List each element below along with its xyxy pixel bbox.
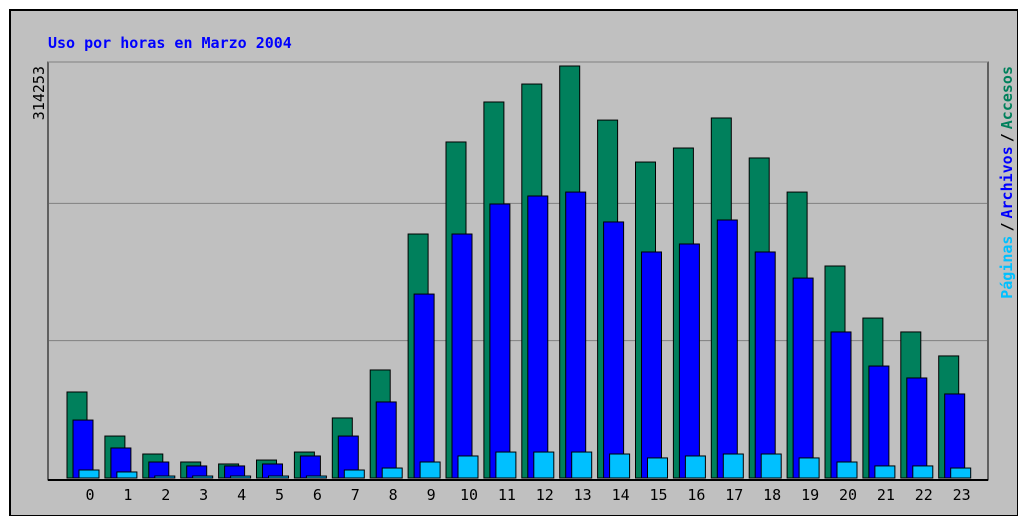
bar — [912, 465, 934, 479]
bar — [798, 457, 820, 479]
x-tick-label: 10 — [460, 486, 478, 504]
chart-title: Uso por horas en Marzo 2004 — [48, 34, 292, 52]
bar — [78, 469, 100, 479]
bar — [950, 467, 972, 479]
x-tick-label: 18 — [763, 486, 781, 504]
bar — [722, 453, 744, 479]
bar — [527, 195, 549, 479]
x-tick-label: 11 — [498, 486, 516, 504]
bar — [792, 277, 814, 479]
bar — [533, 451, 555, 479]
bar — [603, 221, 625, 479]
bar — [154, 475, 176, 479]
x-tick-label: 20 — [839, 486, 857, 504]
bar — [72, 419, 94, 479]
x-tick-label: 0 — [85, 486, 94, 504]
x-tick-label: 14 — [612, 486, 630, 504]
legend-separator: / — [998, 223, 1016, 232]
x-tick-label: 1 — [123, 486, 132, 504]
bar — [678, 243, 700, 479]
x-tick-label: 17 — [725, 486, 743, 504]
x-tick-label: 19 — [801, 486, 819, 504]
y-tick-label: 314253 — [30, 66, 48, 120]
legend-entry: Páginas — [998, 236, 1016, 299]
bar — [754, 251, 776, 479]
x-tick-label: 4 — [237, 486, 246, 504]
bar — [906, 377, 928, 479]
x-tick-label: 13 — [574, 486, 592, 504]
bar — [609, 453, 631, 479]
bar — [116, 471, 138, 479]
x-tick-label: 22 — [915, 486, 933, 504]
x-tick-label: 3 — [199, 486, 208, 504]
bar — [413, 293, 435, 479]
bar — [874, 465, 896, 479]
bar — [571, 451, 593, 479]
x-tick-label: 15 — [649, 486, 667, 504]
bar — [305, 475, 327, 479]
x-tick-label: 21 — [877, 486, 895, 504]
x-tick-label: 5 — [275, 486, 284, 504]
x-tick-label: 2 — [161, 486, 170, 504]
bar — [647, 457, 668, 479]
bar — [868, 365, 890, 479]
bar — [381, 467, 403, 479]
bar — [495, 451, 517, 479]
bar — [716, 219, 738, 479]
legend-entry: Accesos — [998, 66, 1016, 129]
bar — [419, 461, 441, 479]
bar — [230, 475, 252, 479]
bar — [451, 233, 473, 479]
legend: Páginas / Archivos / Accesos — [998, 66, 1016, 299]
bar — [830, 331, 852, 479]
bar — [641, 251, 662, 479]
bar — [565, 191, 587, 479]
legend-separator: / — [998, 133, 1016, 142]
bar — [192, 475, 214, 479]
bar — [836, 461, 858, 479]
x-tick-label: 16 — [687, 486, 705, 504]
bar — [489, 203, 511, 479]
bar — [760, 453, 782, 479]
bar — [457, 455, 479, 479]
bar — [375, 401, 397, 479]
x-tick-label: 6 — [313, 486, 322, 504]
x-tick-label: 12 — [536, 486, 554, 504]
x-tick-label: 23 — [953, 486, 971, 504]
legend-entry: Archivos — [998, 146, 1016, 218]
bar — [343, 469, 365, 479]
bar — [944, 393, 966, 479]
x-tick-label: 9 — [427, 486, 436, 504]
x-tick-label: 7 — [351, 486, 360, 504]
x-tick-label: 8 — [389, 486, 398, 504]
bar — [684, 455, 706, 479]
bar — [299, 455, 321, 479]
bar — [268, 475, 289, 479]
